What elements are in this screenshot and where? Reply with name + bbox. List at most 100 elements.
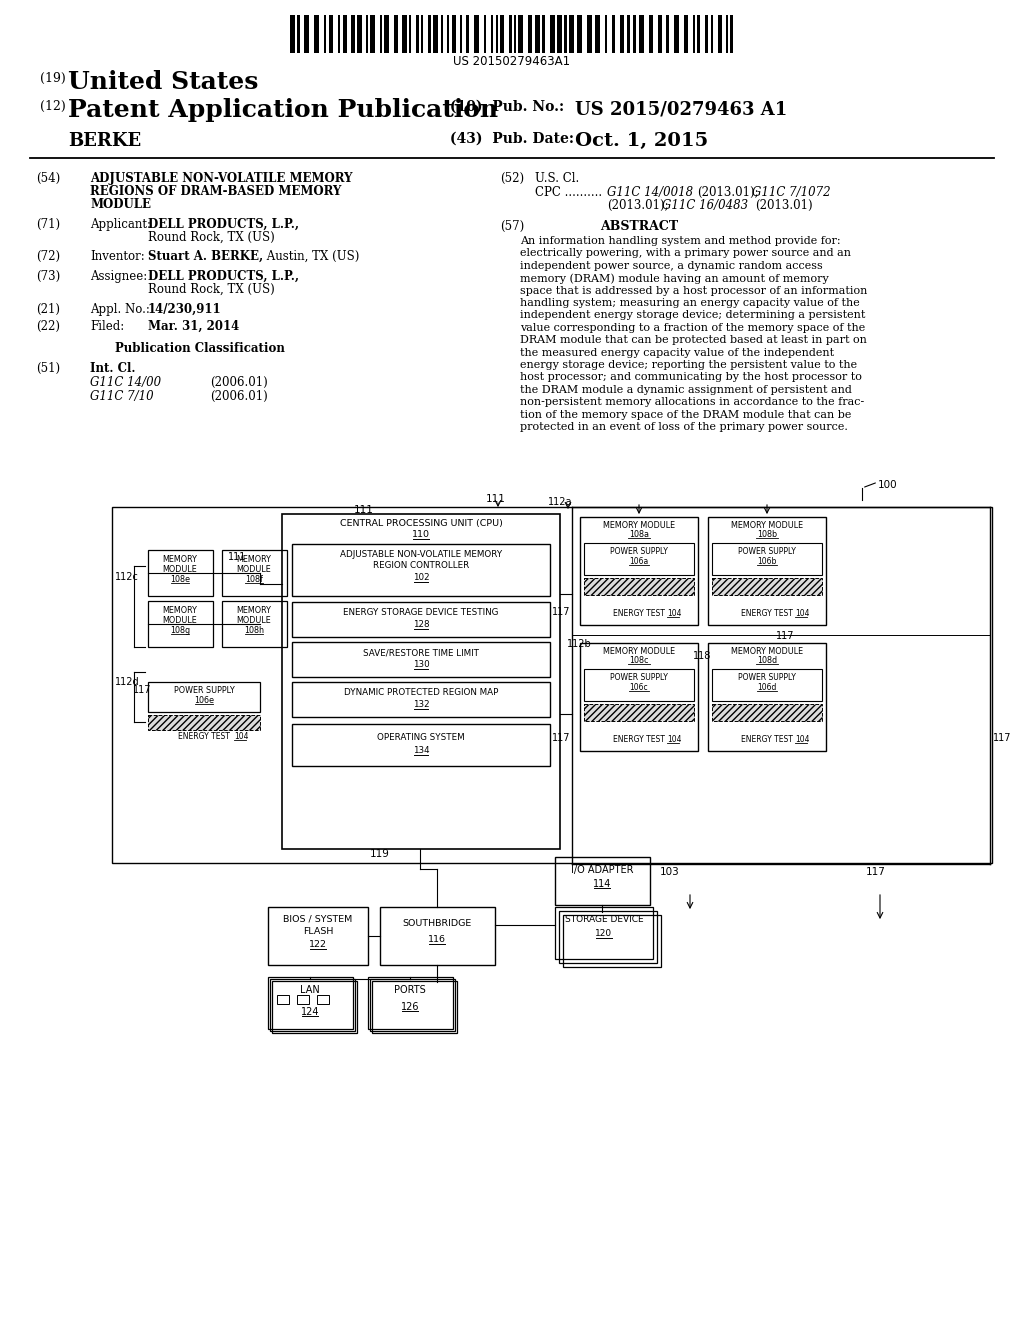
Text: Stuart A. BERKE,: Stuart A. BERKE, bbox=[148, 249, 263, 263]
Text: 111: 111 bbox=[354, 506, 374, 515]
Text: 112c: 112c bbox=[115, 572, 139, 582]
Text: host processor; and communicating by the host processor to: host processor; and communicating by the… bbox=[520, 372, 862, 383]
Text: United States: United States bbox=[68, 70, 258, 94]
Bar bbox=[304, 15, 309, 53]
Text: 108a: 108a bbox=[629, 531, 649, 539]
Bar bbox=[697, 15, 700, 53]
Bar bbox=[569, 15, 574, 53]
Text: US 20150279463A1: US 20150279463A1 bbox=[454, 55, 570, 69]
Bar bbox=[402, 15, 407, 53]
Bar bbox=[433, 15, 438, 53]
Bar bbox=[338, 15, 340, 53]
Bar bbox=[584, 704, 694, 721]
Text: MODULE: MODULE bbox=[163, 565, 198, 574]
Text: ADJUSTABLE NON-VOLATILE MEMORY: ADJUSTABLE NON-VOLATILE MEMORY bbox=[340, 550, 502, 558]
Text: 108d: 108d bbox=[757, 656, 777, 665]
Text: (19): (19) bbox=[40, 73, 66, 84]
Text: (57): (57) bbox=[500, 220, 524, 234]
Text: 116: 116 bbox=[428, 935, 446, 944]
Text: 102: 102 bbox=[413, 573, 429, 582]
Text: STORAGE DEVICE: STORAGE DEVICE bbox=[564, 915, 643, 924]
Text: (2006.01): (2006.01) bbox=[210, 389, 267, 403]
Text: 104: 104 bbox=[234, 733, 249, 741]
Text: Austin, TX (US): Austin, TX (US) bbox=[263, 249, 359, 263]
Bar bbox=[711, 15, 713, 53]
Bar bbox=[112, 507, 992, 863]
Bar bbox=[693, 15, 695, 53]
Bar bbox=[496, 15, 498, 53]
Text: Round Rock, TX (US): Round Rock, TX (US) bbox=[148, 231, 274, 244]
Bar bbox=[509, 15, 512, 53]
Bar bbox=[584, 669, 694, 701]
Bar bbox=[292, 544, 550, 597]
Bar bbox=[518, 15, 523, 53]
Text: 14/230,911: 14/230,911 bbox=[148, 304, 221, 315]
Bar bbox=[297, 995, 309, 1005]
Text: independent power source, a dynamic random access: independent power source, a dynamic rand… bbox=[520, 261, 822, 271]
Text: Publication Classification: Publication Classification bbox=[115, 342, 285, 355]
Bar bbox=[324, 15, 326, 53]
Text: (73): (73) bbox=[36, 271, 60, 282]
Text: ABSTRACT: ABSTRACT bbox=[600, 220, 678, 234]
Text: Mar. 31, 2014: Mar. 31, 2014 bbox=[148, 319, 240, 333]
Text: DELL PRODUCTS, L.P.,: DELL PRODUCTS, L.P., bbox=[148, 271, 299, 282]
Text: 108e: 108e bbox=[170, 576, 190, 583]
Text: the measured energy capacity value of the independent: the measured energy capacity value of th… bbox=[520, 347, 835, 358]
Bar bbox=[314, 15, 319, 53]
Text: 108h: 108h bbox=[244, 626, 264, 635]
Text: 126: 126 bbox=[400, 1002, 419, 1012]
Bar bbox=[297, 15, 300, 53]
Text: (71): (71) bbox=[36, 218, 60, 231]
Bar bbox=[148, 682, 260, 711]
Text: Applicant:: Applicant: bbox=[90, 218, 151, 231]
Bar bbox=[292, 682, 550, 717]
Text: 120: 120 bbox=[595, 929, 612, 939]
Text: 117: 117 bbox=[552, 607, 570, 616]
Text: MEMORY: MEMORY bbox=[163, 606, 198, 615]
Text: Round Rock, TX (US): Round Rock, TX (US) bbox=[148, 282, 274, 296]
Text: OPERATING SYSTEM: OPERATING SYSTEM bbox=[377, 733, 465, 742]
Text: 106e: 106e bbox=[194, 696, 214, 705]
Bar bbox=[633, 15, 636, 53]
Bar bbox=[474, 15, 479, 53]
Text: 111: 111 bbox=[486, 494, 506, 504]
Bar bbox=[148, 550, 213, 597]
Bar bbox=[357, 15, 362, 53]
Text: 119: 119 bbox=[370, 849, 390, 859]
Text: the DRAM module a dynamic assignment of persistent and: the DRAM module a dynamic assignment of … bbox=[520, 385, 852, 395]
Bar bbox=[452, 15, 456, 53]
Bar bbox=[514, 15, 516, 53]
Text: POWER SUPPLY: POWER SUPPLY bbox=[610, 673, 668, 682]
Text: US 2015/0279463 A1: US 2015/0279463 A1 bbox=[575, 100, 787, 117]
Text: 108g: 108g bbox=[170, 626, 190, 635]
Text: Appl. No.:: Appl. No.: bbox=[90, 304, 150, 315]
Bar bbox=[577, 15, 582, 53]
Text: protected in an event of loss of the primary power source.: protected in an event of loss of the pri… bbox=[520, 422, 848, 432]
Bar bbox=[557, 15, 562, 53]
Text: (72): (72) bbox=[36, 249, 60, 263]
Text: 106c: 106c bbox=[630, 682, 648, 692]
Text: DYNAMIC PROTECTED REGION MAP: DYNAMIC PROTECTED REGION MAP bbox=[344, 688, 499, 697]
Bar bbox=[708, 517, 826, 624]
Bar bbox=[268, 907, 368, 965]
Text: MEMORY: MEMORY bbox=[237, 554, 271, 564]
Bar bbox=[712, 669, 822, 701]
Text: 130: 130 bbox=[413, 660, 429, 669]
Text: ENERGY STORAGE DEVICE TESTING: ENERGY STORAGE DEVICE TESTING bbox=[343, 609, 499, 616]
Text: DRAM module that can be protected based at least in part on: DRAM module that can be protected based … bbox=[520, 335, 867, 346]
Bar bbox=[564, 15, 567, 53]
Text: MEMORY MODULE: MEMORY MODULE bbox=[731, 647, 803, 656]
Bar bbox=[368, 977, 453, 1030]
Text: MODULE: MODULE bbox=[90, 198, 151, 211]
Text: MEMORY: MEMORY bbox=[163, 554, 198, 564]
Bar bbox=[148, 715, 260, 730]
Text: SAVE/RESTORE TIME LIMIT: SAVE/RESTORE TIME LIMIT bbox=[362, 648, 479, 657]
Text: POWER SUPPLY: POWER SUPPLY bbox=[610, 546, 668, 556]
Bar bbox=[270, 979, 355, 1031]
Text: Int. Cl.: Int. Cl. bbox=[90, 362, 135, 375]
Text: 108f: 108f bbox=[245, 576, 263, 583]
Bar bbox=[351, 15, 355, 53]
Text: 112d: 112d bbox=[115, 677, 139, 686]
Text: Assignee:: Assignee: bbox=[90, 271, 147, 282]
Bar bbox=[460, 15, 462, 53]
